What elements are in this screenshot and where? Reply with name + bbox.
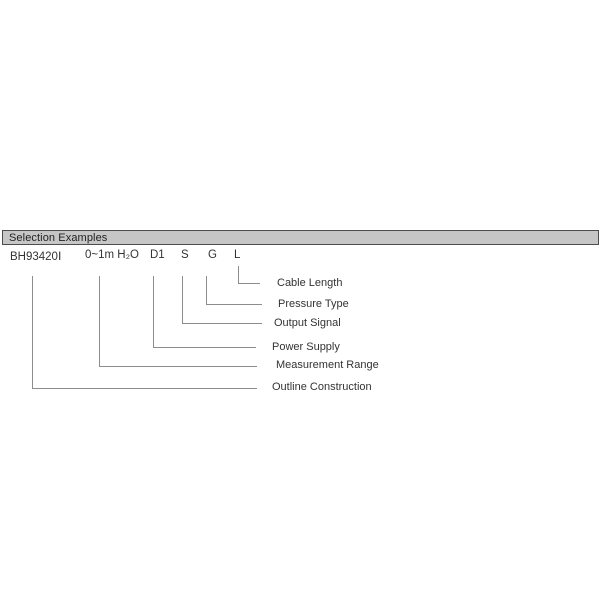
connector-horizontal-output-signal	[182, 323, 262, 324]
label-measurement-range: Measurement Range	[276, 359, 379, 371]
connector-vertical-pressure-type	[206, 276, 207, 304]
connector-horizontal-measurement-range	[99, 366, 257, 367]
label-output-signal: Output Signal	[274, 317, 341, 329]
connector-horizontal-power-supply	[153, 347, 256, 348]
code-cable-length: L	[234, 249, 241, 261]
label-power-supply: Power Supply	[272, 341, 340, 353]
label-outline-construction: Outline Construction	[272, 381, 372, 393]
code-power-supply: D1	[150, 249, 165, 261]
section-title: Selection Examples	[9, 231, 108, 244]
connector-vertical-outline-construction	[32, 276, 33, 388]
connector-vertical-power-supply	[153, 276, 154, 347]
code-output-signal: S	[181, 249, 189, 261]
connector-horizontal-pressure-type	[206, 304, 262, 305]
connector-horizontal-outline-construction	[32, 388, 257, 389]
code-pressure-type: G	[208, 249, 217, 261]
connector-vertical-output-signal	[182, 276, 183, 323]
connector-horizontal-cable-length	[238, 283, 260, 284]
label-pressure-type: Pressure Type	[278, 298, 349, 310]
section-header-bar: Selection Examples	[2, 230, 599, 245]
connector-vertical-measurement-range	[99, 276, 100, 366]
connector-vertical-cable-length	[238, 266, 239, 283]
code-outline-construction: BH93420Ⅰ	[10, 251, 62, 263]
label-cable-length: Cable Length	[277, 277, 343, 289]
code-measurement-range: 0~1m H₂O	[85, 249, 139, 261]
